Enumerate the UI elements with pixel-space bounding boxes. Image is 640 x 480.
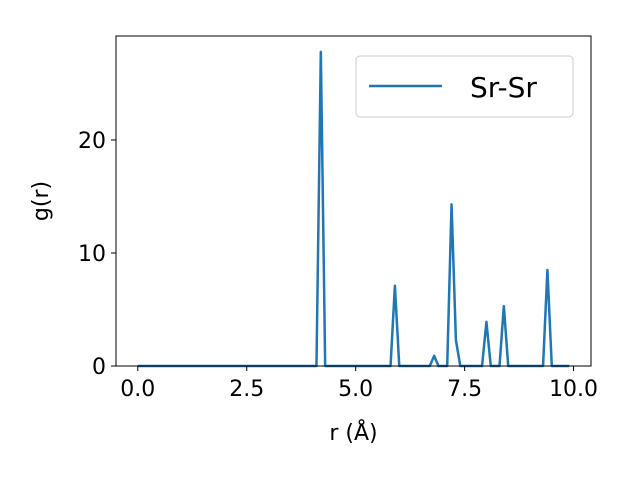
y-tick-label: 10 xyxy=(78,242,106,267)
y-tick-label: 0 xyxy=(92,355,106,380)
legend: Sr-Sr xyxy=(355,55,574,118)
legend-label-sr-sr: Sr-Sr xyxy=(470,71,537,104)
x-axis-label: r (Å) xyxy=(329,419,377,446)
x-tick-label: 10.0 xyxy=(549,377,598,402)
x-tick-label: 7.5 xyxy=(447,377,482,402)
x-tick-label: 2.5 xyxy=(229,377,264,402)
x-tick-label: 5.0 xyxy=(338,377,373,402)
axes-frame xyxy=(115,35,592,367)
axis-ticks: 0.0 2.5 5.0 7.5 10.0 0 10 20 xyxy=(78,129,598,402)
y-axis-label: g(r) xyxy=(29,181,54,221)
x-tick-label: 0.0 xyxy=(120,377,155,402)
y-tick-label: 20 xyxy=(78,129,106,154)
legend-box xyxy=(355,55,574,118)
